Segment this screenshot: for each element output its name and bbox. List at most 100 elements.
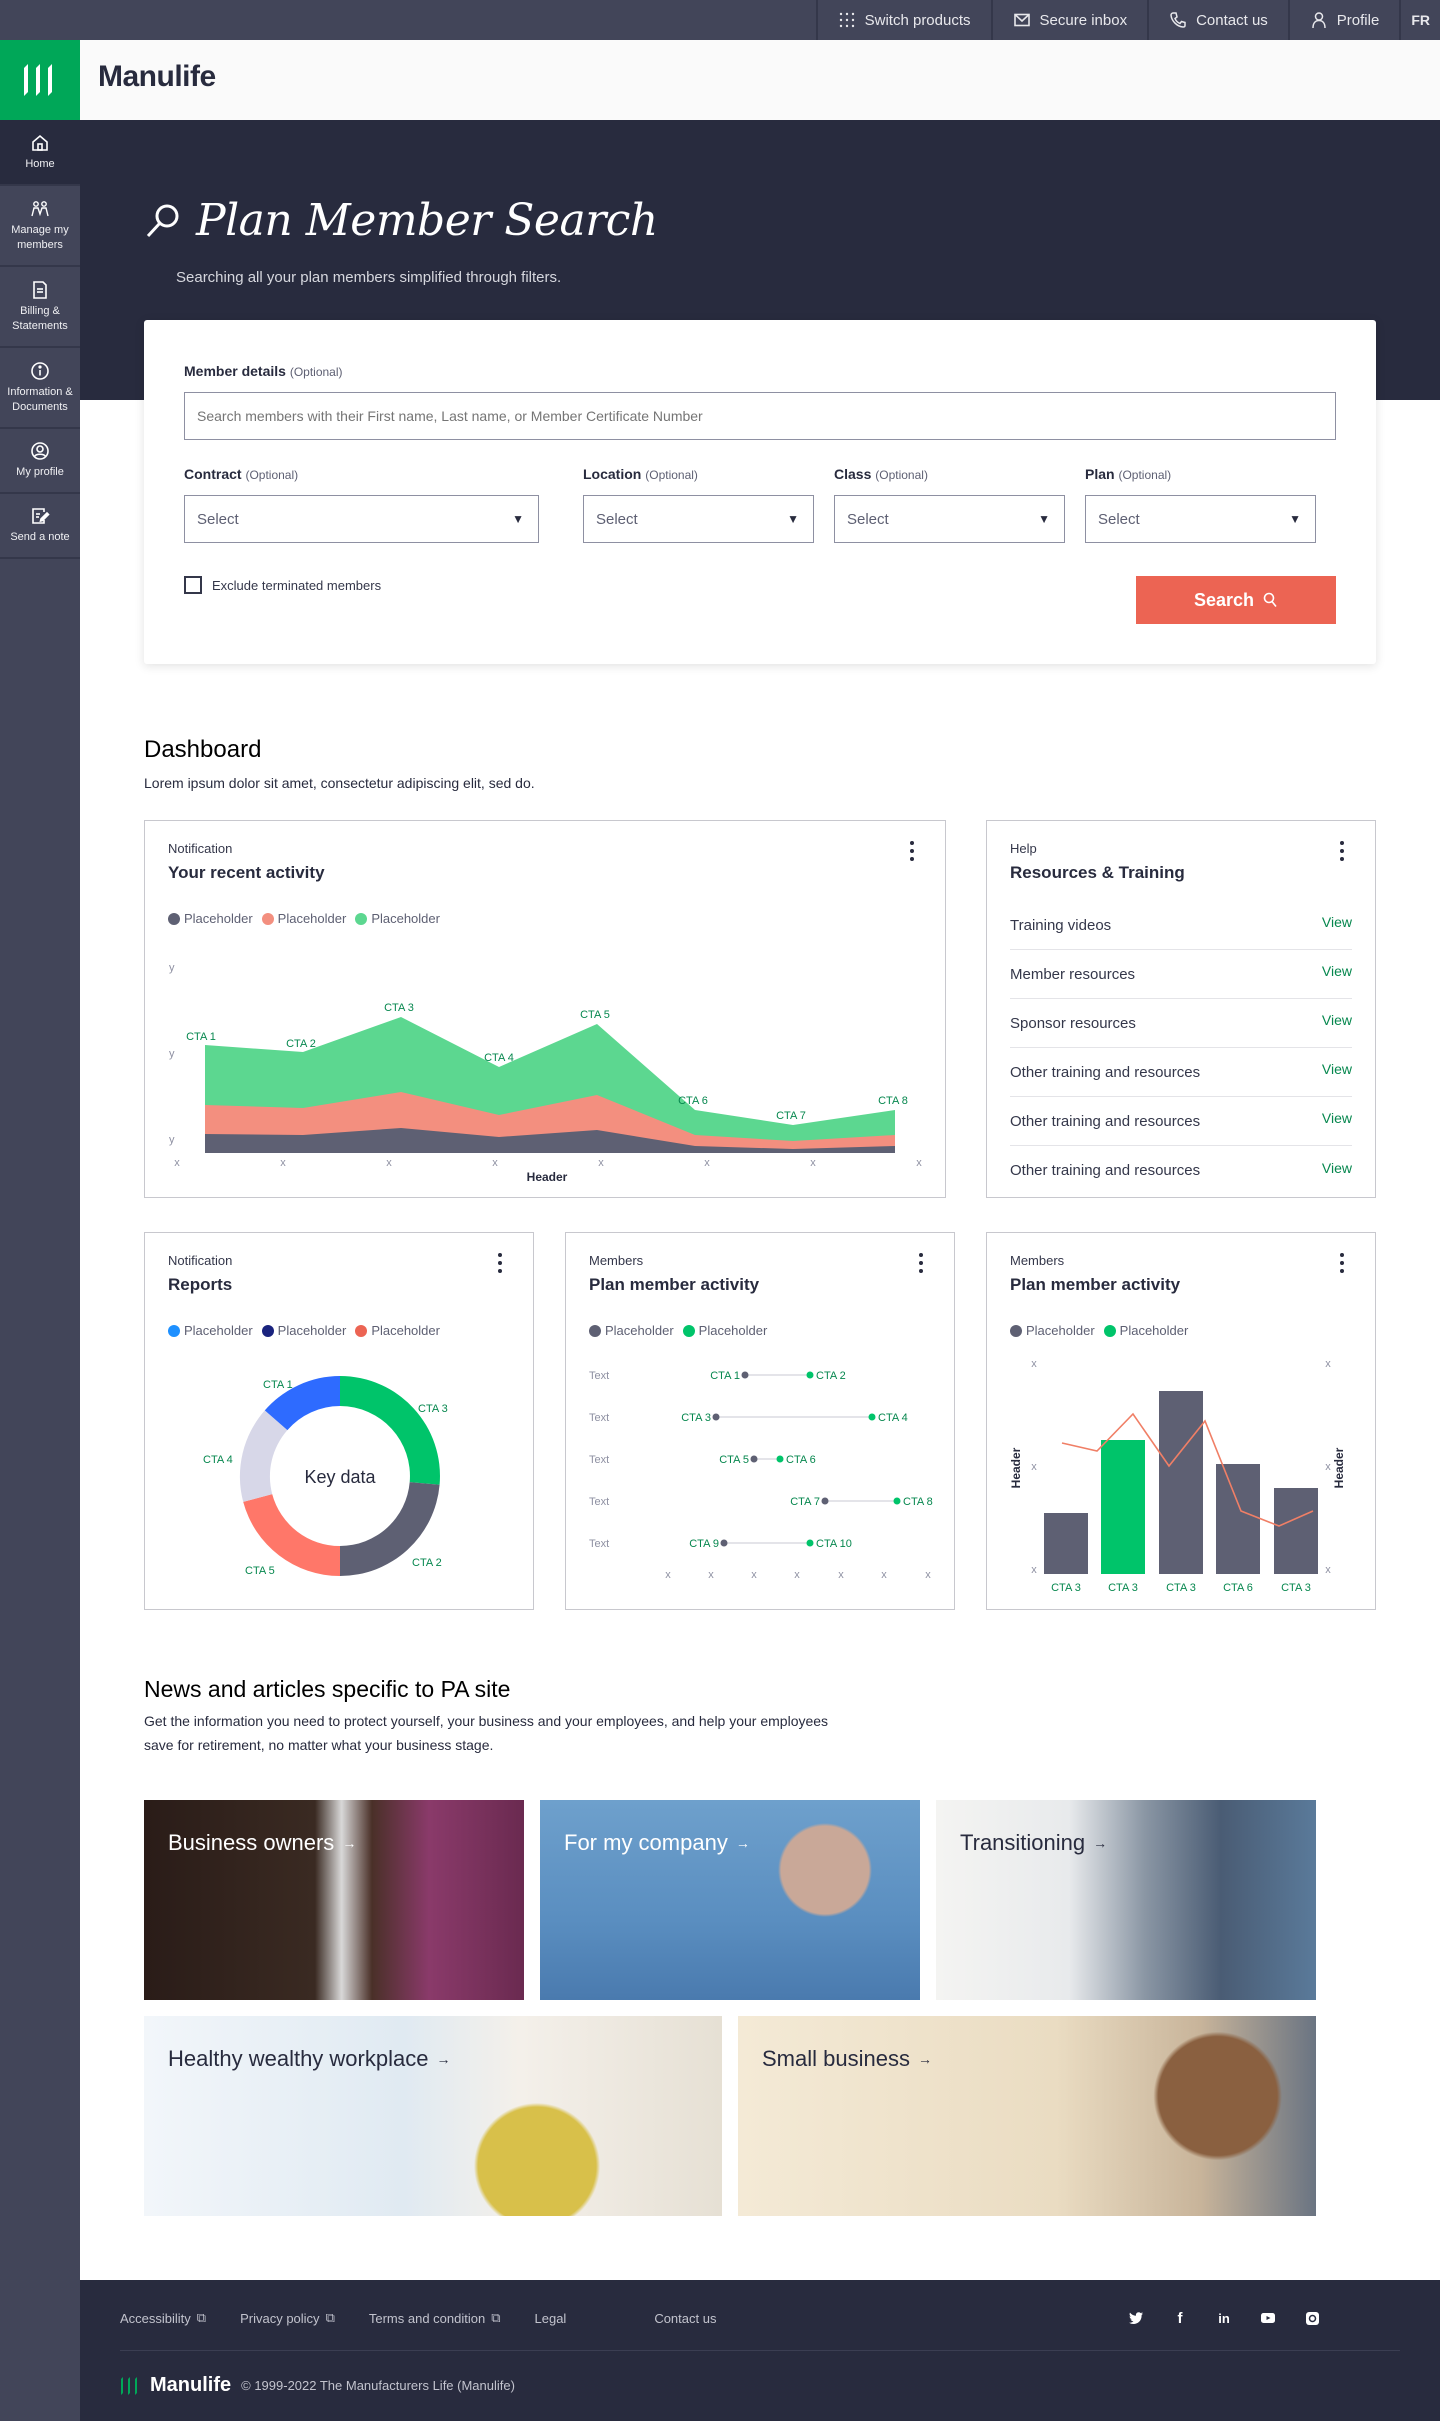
- switch-products-label: Switch products: [864, 11, 971, 29]
- view-link[interactable]: View: [1321, 963, 1352, 979]
- legend-item: Placeholder: [355, 1323, 440, 1338]
- recent-activity-card: Notification Your recent activity Placeh…: [144, 820, 946, 1198]
- footer-link-accessibility[interactable]: Accessibility ⧉: [120, 2310, 207, 2326]
- site-header: Manulife: [0, 40, 1440, 120]
- svg-text:CTA 3: CTA 3: [1051, 1582, 1081, 1594]
- svg-text:CTA 3: CTA 3: [418, 1403, 448, 1415]
- legend-item: Placeholder: [355, 911, 440, 926]
- person-icon: [1312, 12, 1326, 29]
- twitter-icon[interactable]: [1128, 2310, 1144, 2326]
- profile-button[interactable]: Profile: [1287, 0, 1400, 40]
- article-tile-business-owners[interactable]: Business owners →: [144, 1800, 524, 2000]
- secure-inbox-label: Secure inbox: [1039, 11, 1128, 29]
- external-link-icon: ⧉: [491, 2310, 501, 2325]
- class-select[interactable]: Select ▼: [834, 495, 1065, 543]
- tile-label: Transitioning →: [960, 1830, 1108, 1855]
- utility-nav: Switch products Secure inbox Contact us …: [815, 0, 1440, 40]
- secure-inbox-button[interactable]: Secure inbox: [990, 0, 1148, 40]
- footer-brand: Manulife © 1999-2022 The Manufacturers L…: [120, 2374, 515, 2397]
- view-link[interactable]: View: [1321, 1061, 1352, 1077]
- more-options-icon[interactable]: [918, 1253, 924, 1273]
- home-icon: [32, 134, 48, 151]
- instagram-icon[interactable]: [1304, 2310, 1320, 2326]
- bar-line-chart: x x x x x x Header Header CTA 3 CTA 3 CT…: [1009, 1358, 1346, 1594]
- chevron-down-icon: ▼: [1038, 512, 1050, 526]
- view-link[interactable]: View: [1321, 914, 1352, 930]
- legend-item: Placeholder: [1010, 1323, 1095, 1338]
- svg-text:x: x: [1031, 1358, 1037, 1370]
- more-options-icon[interactable]: [497, 1253, 503, 1273]
- chart-legend: Placeholder Placeholder Placeholder: [168, 911, 440, 926]
- sidebar-item-send-note[interactable]: Send a note: [0, 494, 80, 559]
- svg-text:Text: Text: [589, 1538, 609, 1550]
- svg-text:CTA 4: CTA 4: [878, 1412, 908, 1424]
- footer-link-privacy[interactable]: Privacy policy ⧉: [240, 2310, 335, 2326]
- article-tile-transitioning[interactable]: Transitioning →: [936, 1800, 1316, 2000]
- dashboard-title: Dashboard: [144, 736, 262, 763]
- legend-item: Placeholder: [261, 1323, 346, 1338]
- svg-text:CTA 3: CTA 3: [681, 1412, 711, 1424]
- manulife-logo[interactable]: [0, 40, 80, 120]
- linkedin-icon[interactable]: in: [1218, 2310, 1230, 2326]
- svg-text:CTA 5: CTA 5: [719, 1454, 749, 1466]
- plan-label: Plan (Optional): [1085, 466, 1172, 482]
- plan-select[interactable]: Select ▼: [1085, 495, 1316, 543]
- view-link[interactable]: View: [1321, 1012, 1352, 1028]
- page-title-text: Plan Member Search: [196, 195, 658, 246]
- page-title: Plan Member Search: [144, 195, 658, 246]
- sidebar-item-home[interactable]: Home: [0, 120, 80, 186]
- exclude-terminated-checkbox[interactable]: [184, 576, 202, 594]
- svg-text:CTA 7: CTA 7: [790, 1496, 820, 1508]
- plan-member-activity-dumbbell-card: Members Plan member activity Placeholder…: [565, 1232, 955, 1610]
- sidebar-item-information-documents[interactable]: Information & Documents: [0, 348, 80, 429]
- sidebar-item-label: Send a note: [10, 531, 70, 544]
- search-icon: [146, 204, 179, 237]
- svg-text:CTA 3: CTA 3: [1108, 1582, 1138, 1594]
- grid-dots-icon: [839, 12, 854, 28]
- language-toggle[interactable]: FR: [1399, 0, 1440, 40]
- card-kicker: Members: [1010, 1253, 1065, 1268]
- card-title: Resources & Training: [1010, 863, 1185, 882]
- article-tile-for-my-company[interactable]: For my company →: [540, 1800, 920, 2000]
- svg-text:CTA 8: CTA 8: [878, 1095, 908, 1107]
- contract-label: Contract (Optional): [184, 466, 299, 482]
- youtube-icon[interactable]: [1260, 2310, 1276, 2326]
- exclude-terminated-row: Exclude terminated members: [184, 576, 381, 594]
- contract-select[interactable]: Select ▼: [184, 495, 539, 543]
- svg-text:x: x: [280, 1157, 286, 1169]
- member-search-input[interactable]: [184, 392, 1336, 440]
- article-tile-healthy-wealthy-workplace[interactable]: Healthy wealthy workplace →: [144, 2016, 722, 2216]
- view-link[interactable]: View: [1321, 1110, 1352, 1126]
- sidebar-item-billing-statements[interactable]: Billing & Statements: [0, 267, 80, 348]
- svg-text:Header: Header: [527, 1170, 568, 1184]
- article-tile-small-business[interactable]: Small business →: [738, 2016, 1316, 2216]
- sidebar-item-manage-members[interactable]: Manage my members: [0, 186, 80, 267]
- more-options-icon[interactable]: [1339, 1253, 1345, 1273]
- more-options-icon[interactable]: [1339, 841, 1345, 861]
- footer-link-legal[interactable]: Legal: [534, 2310, 567, 2326]
- profile-label: Profile: [1336, 11, 1380, 29]
- stacked-area-chart: y y y CTA 1 CTA 2 CTA 3 CTA 4 CTA 5 CTA …: [169, 962, 922, 1184]
- footer-link-contact[interactable]: Contact us: [654, 2310, 717, 2326]
- more-options-icon[interactable]: [909, 841, 915, 861]
- switch-products-button[interactable]: Switch products: [815, 0, 991, 40]
- contact-us-button[interactable]: Contact us: [1147, 0, 1288, 40]
- location-select[interactable]: Select ▼: [583, 495, 814, 543]
- svg-text:x: x: [810, 1157, 816, 1169]
- external-link-icon: ⧉: [325, 2310, 335, 2325]
- svg-text:CTA 3: CTA 3: [384, 1002, 414, 1014]
- arrow-right-icon: →: [735, 1835, 750, 1851]
- sidebar: Home Manage my members Billing & Stateme…: [0, 120, 80, 2421]
- sidebar-item-my-profile[interactable]: My profile: [0, 429, 80, 494]
- svg-text:x: x: [1325, 1461, 1331, 1473]
- phone-icon: [1170, 12, 1186, 28]
- footer-link-terms[interactable]: Terms and condition ⧉: [368, 2310, 501, 2326]
- chart-legend: Placeholder Placeholder: [1010, 1323, 1188, 1338]
- view-link[interactable]: View: [1321, 1159, 1352, 1176]
- legend-item: Placeholder: [261, 911, 346, 926]
- svg-text:y: y: [169, 1134, 175, 1146]
- search-button[interactable]: Search: [1136, 576, 1336, 624]
- svg-text:CTA 2: CTA 2: [816, 1370, 846, 1382]
- legend-item: Placeholder: [168, 911, 253, 926]
- facebook-icon[interactable]: f: [1177, 2309, 1183, 2327]
